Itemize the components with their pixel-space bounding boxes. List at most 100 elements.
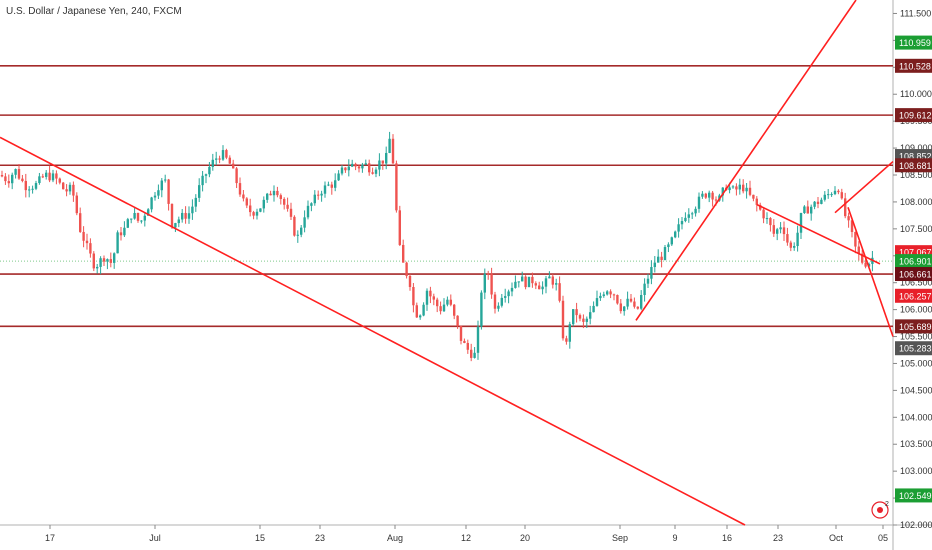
candle-body	[602, 294, 605, 296]
candle-body	[235, 168, 238, 184]
price-tag-label: 106.257	[899, 291, 932, 301]
candle-body	[439, 306, 442, 312]
trend-line[interactable]	[635, 0, 857, 321]
candle-body	[310, 203, 313, 206]
candle-body	[24, 180, 27, 191]
candle-body	[470, 349, 473, 358]
candle-body	[551, 276, 554, 285]
x-tick-label: 9	[672, 533, 677, 543]
candle-body	[691, 213, 694, 215]
candle-body	[283, 198, 286, 205]
candle-body	[527, 276, 531, 288]
candle-body	[847, 216, 850, 221]
candle-body	[555, 283, 558, 285]
candle-body	[238, 183, 242, 195]
candle-body	[249, 205, 252, 213]
candle-body	[218, 158, 221, 160]
price-tag	[895, 319, 932, 334]
candle-body	[500, 297, 503, 306]
candle-body	[119, 232, 123, 236]
candle-body	[313, 194, 316, 204]
candle-body	[133, 212, 136, 219]
candle-body	[561, 300, 565, 339]
alert-badge-icon[interactable]: 2	[870, 500, 890, 520]
y-tick-label: 105.500	[900, 332, 932, 342]
candle-body	[106, 259, 109, 262]
price-tag-label: 110.528	[899, 61, 931, 71]
candle-body	[208, 166, 211, 175]
candle-body	[402, 244, 405, 263]
candle-body	[429, 290, 432, 297]
y-tick-label: 106.500	[900, 278, 932, 288]
candle-body	[276, 190, 279, 196]
price-tag	[895, 58, 932, 73]
candle-body	[687, 214, 690, 218]
y-tick-label: 104.000	[900, 412, 932, 422]
candle-body	[813, 201, 816, 207]
candle-body	[405, 262, 408, 277]
price-tag-label: 105.689	[899, 322, 932, 332]
candle-body	[96, 266, 99, 269]
candle-body	[330, 184, 333, 188]
candle-body	[711, 192, 714, 200]
candle-body	[371, 172, 374, 174]
candle-body	[449, 299, 452, 305]
candle-body	[735, 186, 738, 190]
candle-body	[721, 187, 724, 196]
candle-body	[765, 218, 769, 220]
candle-body	[272, 190, 276, 196]
candle-body	[833, 190, 837, 195]
candle-body	[517, 281, 520, 283]
candle-body	[504, 296, 507, 298]
candle-body	[109, 259, 112, 263]
candle-body	[538, 285, 541, 290]
candle-body	[697, 196, 701, 209]
candle-body	[442, 304, 446, 312]
x-tick-label: 12	[461, 533, 471, 543]
y-tick-label: 107.500	[900, 224, 932, 234]
candle-body	[612, 294, 616, 296]
candle-body	[531, 276, 534, 284]
candle-body	[0, 175, 4, 177]
candle-body	[41, 176, 44, 178]
trend-line[interactable]	[756, 203, 881, 265]
candle-body	[184, 212, 187, 219]
candle-body	[34, 183, 38, 189]
candle-body	[803, 206, 806, 213]
candle-body	[164, 179, 167, 181]
candle-body	[113, 253, 116, 263]
price-tag-label: 109.612	[899, 111, 932, 121]
candle-body	[320, 193, 323, 196]
candle-body	[221, 150, 225, 160]
candle-body	[782, 227, 786, 235]
candle-body	[436, 299, 439, 307]
trend-line[interactable]	[847, 207, 894, 337]
candle-body	[187, 213, 191, 219]
candle-body	[748, 187, 752, 195]
candle-body	[412, 286, 415, 306]
candle-body	[245, 198, 248, 206]
candle-body	[211, 159, 214, 167]
y-tick-label: 103.000	[900, 466, 932, 476]
trend-line[interactable]	[0, 136, 746, 526]
price-tag	[895, 488, 932, 503]
candle-body	[361, 164, 364, 169]
candle-body	[378, 160, 381, 170]
candle-body	[181, 212, 184, 220]
candle-body	[786, 234, 789, 243]
candle-body	[731, 186, 735, 188]
candle-body	[306, 205, 310, 218]
candle-body	[490, 273, 493, 295]
candle-body	[636, 306, 639, 309]
y-tick-label: 111.500	[900, 8, 931, 18]
candle-body	[473, 352, 476, 358]
y-tick-label: 109.000	[900, 143, 932, 153]
candle-body	[806, 206, 809, 214]
candle-body	[225, 150, 228, 158]
trend-line[interactable]	[834, 160, 894, 214]
candle-body	[419, 315, 422, 318]
candle-body	[799, 212, 803, 233]
candle-body	[463, 340, 466, 343]
candle-body	[21, 178, 24, 181]
